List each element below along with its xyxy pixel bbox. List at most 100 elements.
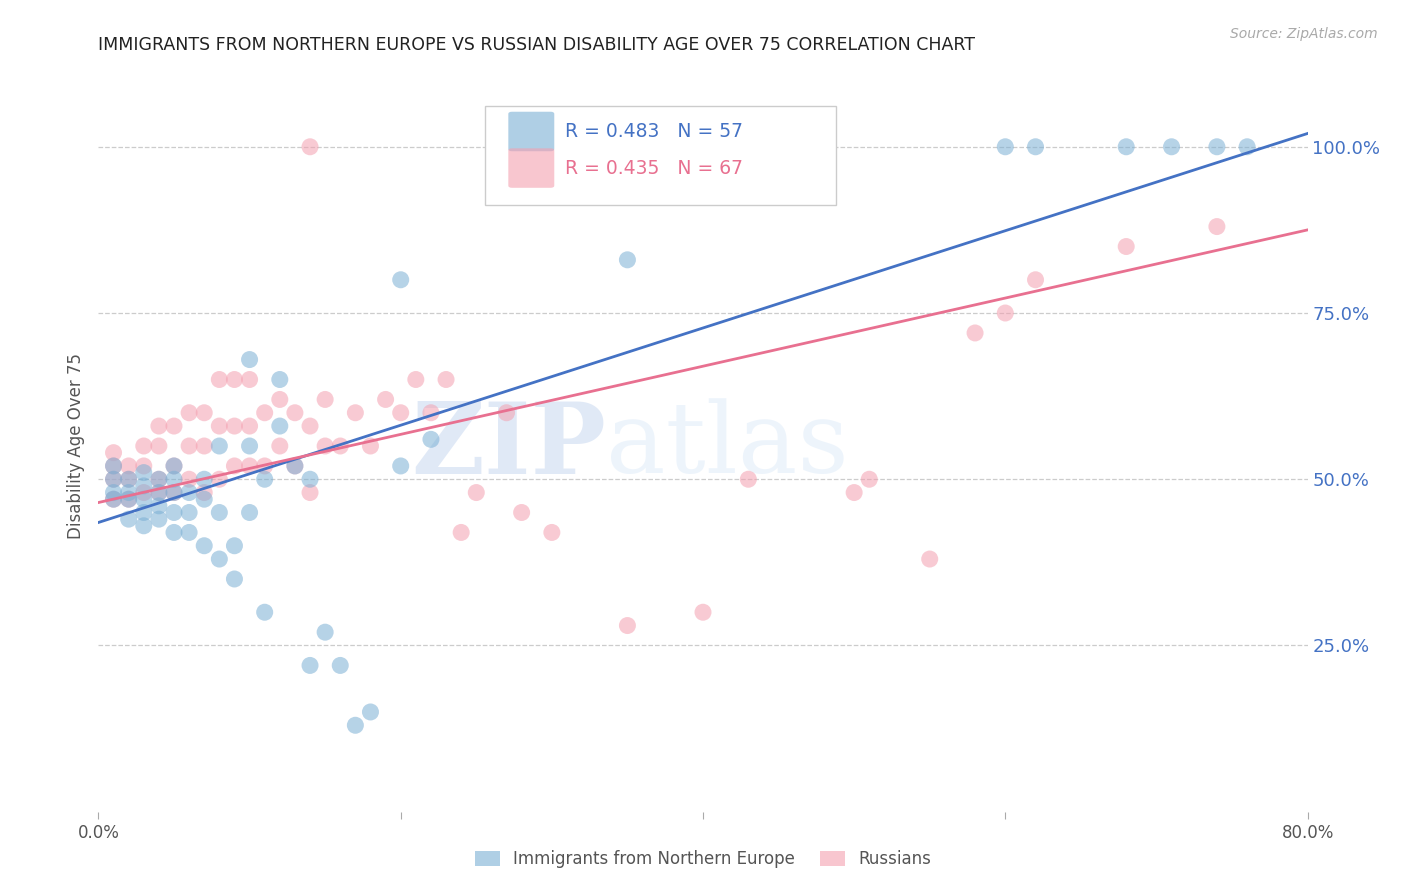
Point bbox=[148, 419, 170, 434]
Point bbox=[148, 439, 170, 453]
Point bbox=[224, 458, 246, 473]
Point bbox=[284, 458, 307, 473]
Point bbox=[269, 439, 291, 453]
Text: atlas: atlas bbox=[606, 398, 849, 494]
Point bbox=[163, 525, 186, 540]
Point bbox=[299, 419, 322, 434]
Text: R = 0.483   N = 57: R = 0.483 N = 57 bbox=[565, 122, 744, 141]
Point bbox=[389, 406, 412, 420]
Point bbox=[118, 492, 141, 507]
Point bbox=[224, 572, 246, 586]
Point bbox=[163, 472, 186, 486]
FancyBboxPatch shape bbox=[485, 106, 837, 204]
Point bbox=[994, 306, 1017, 320]
Point bbox=[208, 419, 231, 434]
Point bbox=[103, 492, 125, 507]
Point bbox=[269, 372, 291, 386]
Point bbox=[132, 506, 155, 520]
Point bbox=[344, 406, 367, 420]
Point bbox=[163, 485, 186, 500]
Text: IMMIGRANTS FROM NORTHERN EUROPE VS RUSSIAN DISABILITY AGE OVER 75 CORRELATION CH: IMMIGRANTS FROM NORTHERN EUROPE VS RUSSI… bbox=[98, 36, 976, 54]
Text: Source: ZipAtlas.com: Source: ZipAtlas.com bbox=[1230, 27, 1378, 41]
Point bbox=[148, 499, 170, 513]
Point bbox=[148, 485, 170, 500]
Point bbox=[132, 485, 155, 500]
Point bbox=[193, 492, 215, 507]
Point bbox=[858, 472, 880, 486]
Point bbox=[118, 512, 141, 526]
Point bbox=[405, 372, 427, 386]
Point bbox=[193, 439, 215, 453]
Point bbox=[299, 472, 322, 486]
Point bbox=[224, 372, 246, 386]
Point bbox=[1160, 140, 1182, 154]
Point bbox=[844, 485, 866, 500]
Point bbox=[193, 406, 215, 420]
Point bbox=[1236, 140, 1258, 154]
Point bbox=[208, 372, 231, 386]
Point bbox=[284, 458, 307, 473]
Legend: Immigrants from Northern Europe, Russians: Immigrants from Northern Europe, Russian… bbox=[468, 844, 938, 875]
Point bbox=[314, 439, 336, 453]
Point bbox=[1206, 219, 1229, 234]
Point bbox=[179, 439, 201, 453]
Point bbox=[118, 492, 141, 507]
Point bbox=[103, 472, 125, 486]
Point bbox=[465, 485, 488, 500]
Point bbox=[132, 458, 155, 473]
Point bbox=[103, 458, 125, 473]
Point bbox=[510, 506, 533, 520]
Point bbox=[314, 625, 336, 640]
Point bbox=[163, 485, 186, 500]
Text: R = 0.435   N = 67: R = 0.435 N = 67 bbox=[565, 159, 744, 178]
Point bbox=[1206, 140, 1229, 154]
Point bbox=[616, 618, 638, 632]
Point bbox=[329, 658, 352, 673]
Point bbox=[1115, 239, 1137, 253]
Point bbox=[193, 485, 215, 500]
Point bbox=[103, 445, 125, 459]
Point bbox=[132, 439, 155, 453]
Point bbox=[314, 392, 336, 407]
Point bbox=[118, 472, 141, 486]
Point bbox=[284, 406, 307, 420]
Point bbox=[450, 525, 472, 540]
Point bbox=[737, 472, 759, 486]
Point bbox=[360, 439, 382, 453]
Point bbox=[179, 525, 201, 540]
Point bbox=[224, 539, 246, 553]
Point bbox=[965, 326, 987, 340]
Point bbox=[329, 439, 352, 453]
Point bbox=[1024, 140, 1046, 154]
Point bbox=[132, 518, 155, 533]
Point bbox=[239, 372, 262, 386]
Point bbox=[208, 472, 231, 486]
Point bbox=[163, 458, 186, 473]
Point bbox=[994, 140, 1017, 154]
Point bbox=[299, 140, 322, 154]
Point bbox=[389, 458, 412, 473]
Y-axis label: Disability Age Over 75: Disability Age Over 75 bbox=[66, 353, 84, 539]
Point bbox=[253, 406, 276, 420]
Point bbox=[239, 352, 262, 367]
Point bbox=[193, 539, 215, 553]
Point bbox=[163, 458, 186, 473]
Point bbox=[239, 506, 262, 520]
Point bbox=[269, 392, 291, 407]
Point bbox=[179, 406, 201, 420]
Point bbox=[360, 705, 382, 719]
Point bbox=[208, 552, 231, 566]
Point bbox=[299, 485, 322, 500]
Text: ZIP: ZIP bbox=[412, 398, 606, 494]
Point bbox=[253, 605, 276, 619]
Point bbox=[118, 472, 141, 486]
Point bbox=[344, 718, 367, 732]
Point bbox=[118, 485, 141, 500]
Point bbox=[103, 492, 125, 507]
Point bbox=[163, 419, 186, 434]
Point bbox=[193, 472, 215, 486]
Point bbox=[132, 466, 155, 480]
Point bbox=[103, 485, 125, 500]
Point bbox=[132, 479, 155, 493]
Point bbox=[420, 433, 443, 447]
